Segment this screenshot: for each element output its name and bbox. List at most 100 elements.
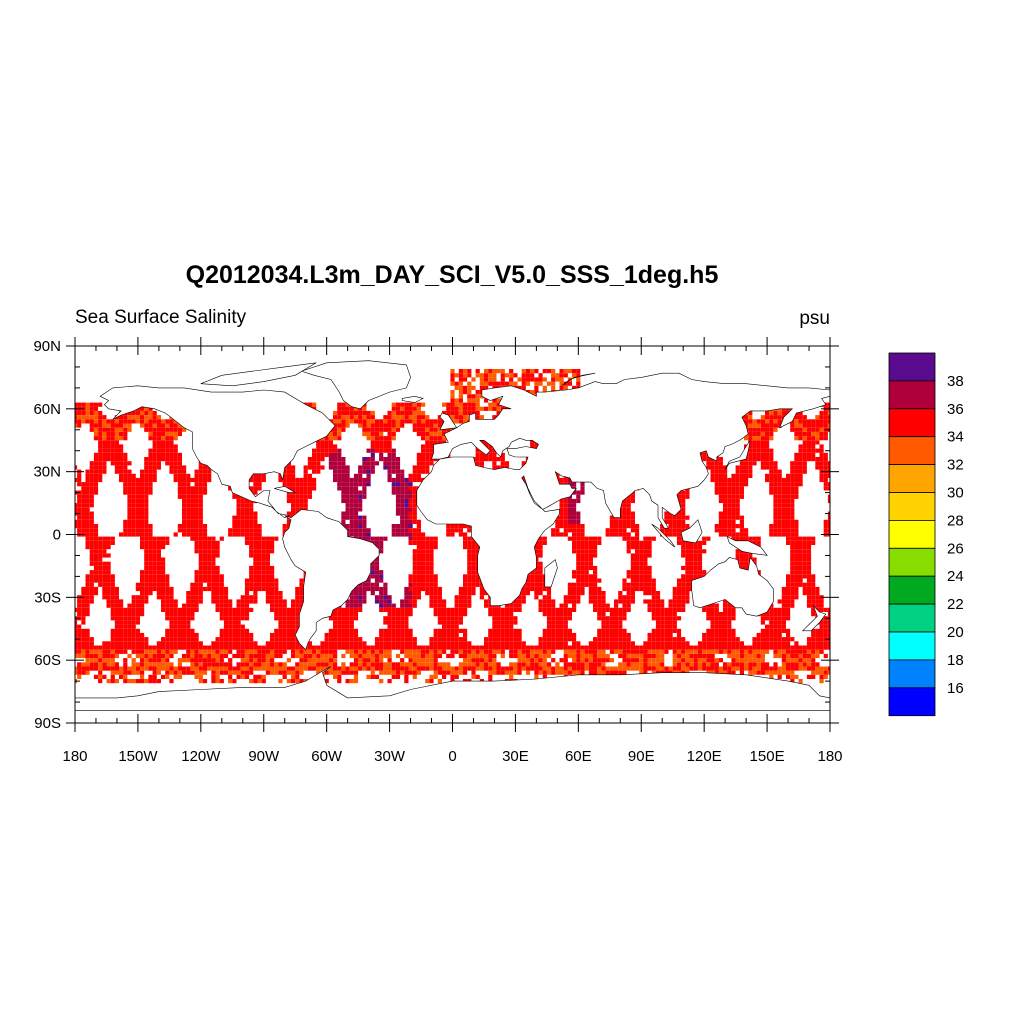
- salinity-cell: [421, 658, 426, 663]
- salinity-cell: [622, 649, 627, 654]
- salinity-cell: [542, 536, 547, 541]
- salinity-cell: [236, 616, 241, 621]
- salinity-cell: [479, 452, 484, 457]
- salinity-cell: [312, 658, 317, 663]
- salinity-cell: [249, 528, 254, 533]
- salinity-cell: [790, 591, 795, 596]
- salinity-cell: [542, 603, 547, 608]
- salinity-cell: [723, 670, 728, 675]
- salinity-cell: [626, 658, 631, 663]
- salinity-cell: [416, 649, 421, 654]
- salinity-cell: [437, 440, 442, 445]
- salinity-cell: [467, 641, 472, 646]
- salinity-cell: [777, 415, 782, 420]
- salinity-cell: [207, 469, 212, 474]
- salinity-cell: [341, 519, 346, 524]
- salinity-cell: [777, 607, 782, 612]
- salinity-cell: [777, 503, 782, 508]
- salinity-cell: [639, 649, 644, 654]
- salinity-cell: [563, 620, 568, 625]
- salinity-cell: [433, 419, 438, 424]
- salinity-cell: [681, 574, 686, 579]
- salinity-cell: [349, 599, 354, 604]
- salinity-cell: [148, 406, 153, 411]
- salinity-cell: [249, 549, 254, 554]
- salinity-cell: [651, 616, 656, 621]
- salinity-cell: [253, 649, 258, 654]
- salinity-cell: [421, 469, 426, 474]
- salinity-cell: [538, 645, 543, 650]
- salinity-cell: [353, 603, 359, 608]
- salinity-cell: [777, 632, 782, 638]
- salinity-cell: [500, 666, 505, 671]
- salinity-cell: [433, 591, 438, 596]
- salinity-cell: [781, 595, 786, 600]
- salinity-cell: [454, 616, 459, 621]
- salinity-cell: [391, 452, 396, 457]
- salinity-cell: [421, 427, 426, 432]
- salinity-cell: [584, 561, 589, 566]
- salinity-cell: [379, 649, 384, 654]
- salinity-cell: [211, 557, 216, 562]
- salinity-cell: [496, 645, 501, 650]
- salinity-cell: [307, 658, 312, 663]
- salinity-cell: [228, 532, 233, 537]
- salinity-cell: [446, 624, 451, 629]
- salinity-cell: [353, 477, 359, 483]
- salinity-cell: [534, 553, 539, 558]
- salinity-cell: [614, 620, 619, 625]
- salinity-cell: [521, 586, 526, 592]
- salinity-cell: [786, 616, 791, 621]
- salinity-cell: [156, 578, 161, 583]
- salinity-cell: [374, 666, 380, 671]
- salinity-cell: [345, 632, 350, 638]
- salinity-cell: [387, 473, 392, 478]
- salinity-cell: [421, 649, 426, 654]
- salinity-cell: [672, 591, 677, 596]
- salinity-cell: [236, 670, 241, 675]
- salinity-cell: [148, 536, 153, 541]
- salinity-cell: [265, 570, 270, 575]
- salinity-cell: [232, 670, 237, 675]
- salinity-cell: [777, 423, 782, 428]
- salinity-cell: [131, 415, 136, 420]
- salinity-cell: [244, 632, 250, 638]
- salinity-cell: [630, 545, 635, 550]
- salinity-cell: [152, 444, 157, 449]
- salinity-cell: [546, 607, 552, 612]
- salinity-cell: [366, 658, 371, 663]
- salinity-cell: [559, 670, 564, 675]
- salinity-cell: [316, 461, 321, 466]
- salinity-cell: [102, 419, 107, 424]
- salinity-cell: [374, 653, 380, 659]
- salinity-cell: [647, 582, 652, 587]
- salinity-cell: [492, 607, 497, 612]
- salinity-cell: [358, 469, 363, 474]
- salinity-cell: [484, 653, 489, 659]
- salinity-cell: [324, 632, 329, 638]
- salinity-cell: [433, 423, 438, 428]
- salinity-cell: [492, 649, 497, 654]
- salinity-cell: [601, 599, 606, 604]
- salinity-cell: [672, 641, 677, 646]
- salinity-cell: [689, 570, 694, 575]
- salinity-cell: [362, 586, 367, 592]
- salinity-cell: [85, 415, 90, 420]
- salinity-cell: [500, 612, 505, 617]
- salinity-cell: [647, 641, 652, 646]
- salinity-cell: [337, 670, 342, 675]
- salinity-cell: [442, 628, 447, 633]
- salinity-cell: [182, 624, 187, 629]
- salinity-cell: [555, 632, 560, 638]
- salinity-cell: [144, 528, 149, 533]
- salinity-cell: [546, 641, 552, 646]
- salinity-cell: [727, 607, 732, 612]
- salinity-cell: [572, 532, 577, 537]
- salinity-cell: [760, 649, 765, 654]
- salinity-cell: [395, 632, 401, 638]
- salinity-cell: [165, 440, 170, 445]
- salinity-cell: [425, 536, 430, 541]
- salinity-cell: [244, 528, 250, 533]
- salinity-cell: [806, 444, 812, 449]
- salinity-cell: [295, 666, 300, 671]
